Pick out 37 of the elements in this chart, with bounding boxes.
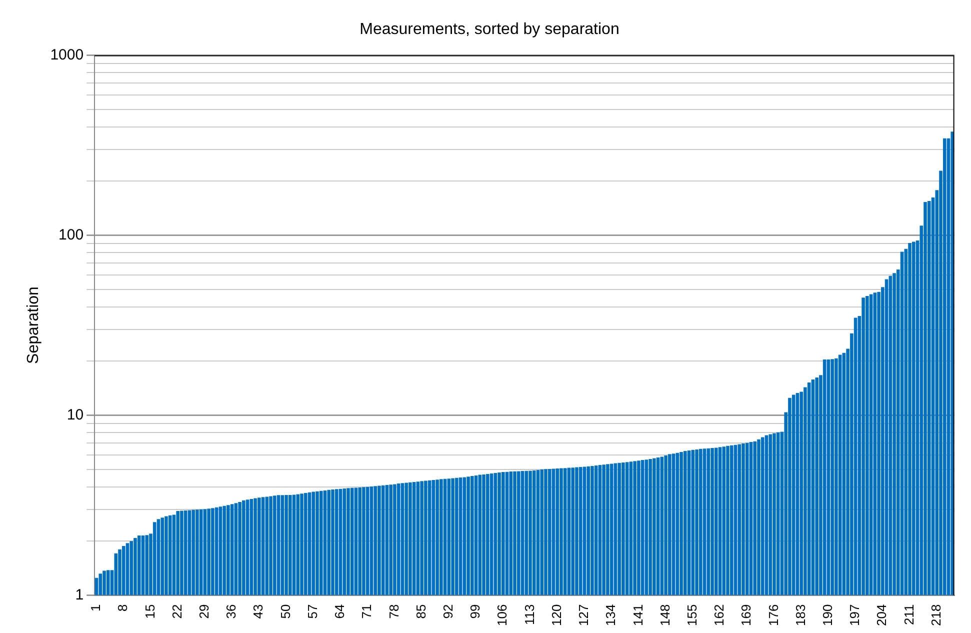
chart-title: Measurements, sorted by separation (360, 21, 620, 38)
x-tick-label: 92 (440, 604, 456, 619)
y-axis-title: Separation (25, 286, 42, 364)
x-tick-label: 99 (468, 604, 483, 619)
x-tick-label: 71 (359, 604, 374, 619)
x-tick-label: 183 (792, 604, 808, 626)
x-tick-label: 1 (88, 604, 104, 612)
x-tick-label: 197 (847, 604, 862, 626)
x-tick-label: 78 (386, 604, 402, 619)
x-tick-label: 36 (224, 604, 239, 619)
x-tick-label: 22 (169, 604, 184, 619)
x-tick-label: 148 (657, 604, 672, 626)
x-tick-label: 15 (142, 604, 158, 619)
y-tick-label: 10 (66, 406, 84, 424)
x-tick-label: 113 (522, 604, 537, 626)
x-tick-label: 204 (874, 604, 890, 626)
x-tick-label: 134 (603, 604, 618, 626)
x-tick-label: 127 (576, 604, 592, 626)
x-tick-label: 57 (304, 604, 320, 619)
x-tick-label: 106 (494, 604, 510, 626)
y-tick-label: 1000 (50, 46, 84, 64)
x-tick-label: 162 (712, 604, 727, 626)
x-tick-label: 29 (196, 604, 212, 619)
x-tick-label: 218 (928, 604, 944, 626)
x-tick-label: 120 (548, 604, 564, 626)
x-tick-label: 8 (115, 604, 130, 612)
x-tick-label: 50 (278, 604, 293, 619)
x-tick-label: 190 (820, 604, 836, 626)
x-tick-label: 155 (684, 604, 700, 626)
x-tick-label: 64 (332, 604, 348, 619)
x-tick-label: 211 (901, 604, 916, 626)
x-tick-label: 85 (413, 604, 428, 619)
x-tick-label: 141 (630, 604, 646, 626)
x-tick-label: 169 (738, 604, 754, 626)
x-tick-label: 43 (250, 604, 266, 619)
x-tick-label: 176 (766, 604, 781, 626)
y-tick-label: 100 (58, 226, 84, 244)
